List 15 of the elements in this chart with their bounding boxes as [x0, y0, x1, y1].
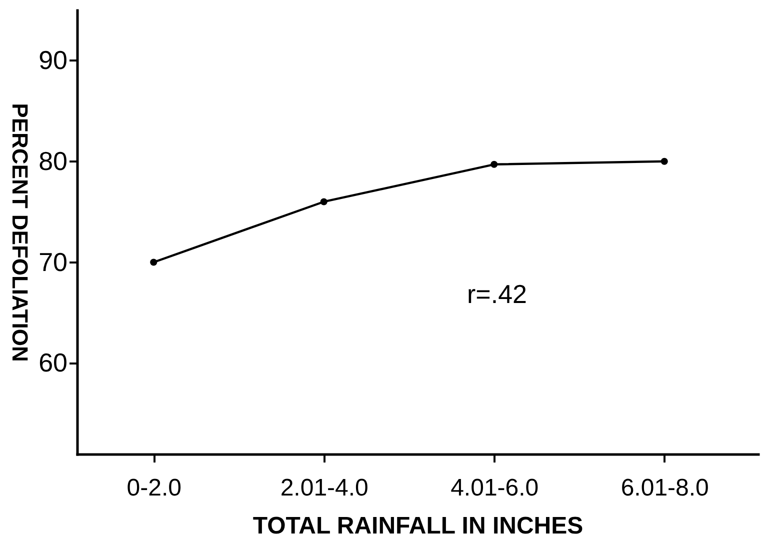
x-tick-label: 4.01-6.0 — [450, 474, 539, 502]
annotation: r=.42 — [467, 279, 527, 309]
point — [660, 158, 668, 165]
y-tick-label: 90 — [38, 44, 68, 75]
y-tick-label: 60 — [38, 348, 68, 378]
point — [490, 160, 498, 168]
x-tick-label: 2.01-4.0 — [280, 474, 368, 502]
y-axis-title: PERCENT DEFOLIATION — [8, 103, 32, 362]
x-tick-label: 6.01-8.0 — [620, 474, 709, 502]
x-tick-label: 0-2.0 — [126, 474, 182, 502]
y-tick-label: 80 — [38, 146, 68, 176]
x-axis-title: TOTAL RAINFALL IN INCHES — [252, 512, 584, 540]
point — [150, 258, 158, 266]
point — [320, 198, 328, 206]
y-tick-label: 70 — [38, 246, 68, 277]
